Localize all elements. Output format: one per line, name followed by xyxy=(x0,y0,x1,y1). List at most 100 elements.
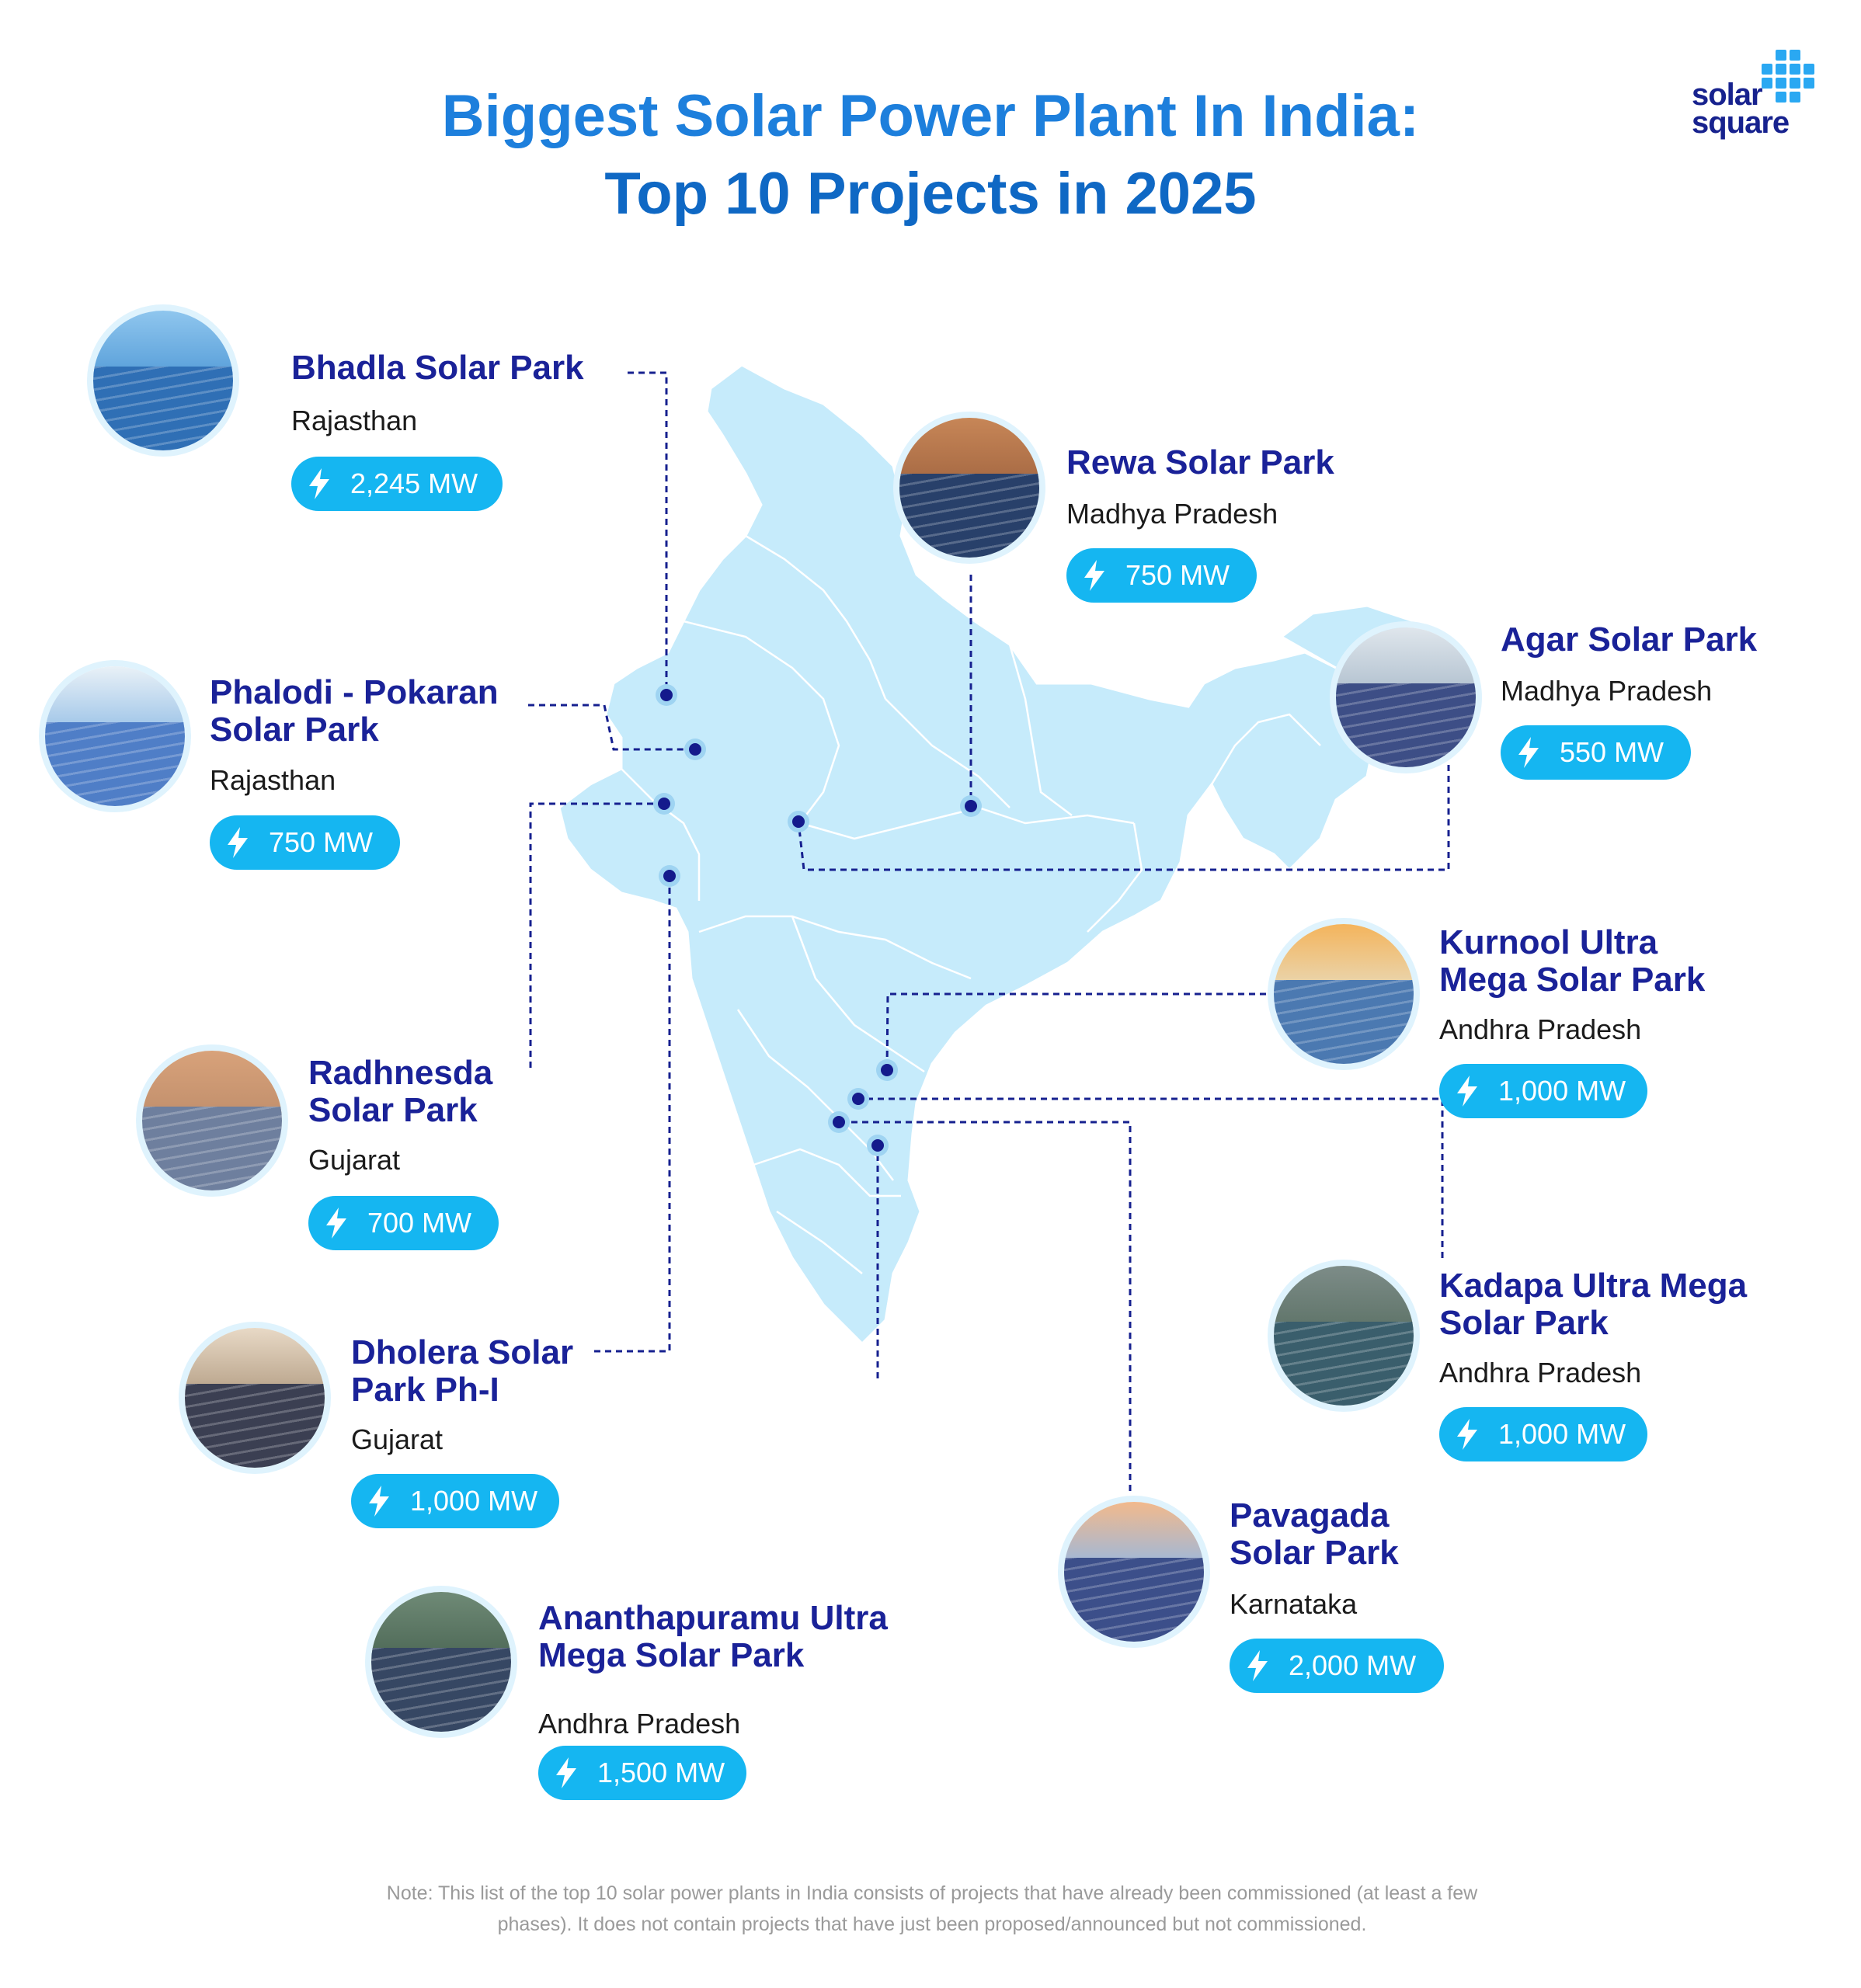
capacity-badge: 1,000 MW xyxy=(1439,1407,1647,1461)
photo-sky xyxy=(45,666,185,729)
project-state: Gujarat xyxy=(351,1423,444,1455)
capacity-value: 1,000 MW xyxy=(1498,1418,1626,1450)
capacity-badge: 2,245 MW xyxy=(291,457,503,511)
photo-panel-rows xyxy=(45,722,185,806)
marker-dot xyxy=(965,800,977,812)
project-state: Andhra Pradesh xyxy=(538,1708,741,1740)
logo-square-4 xyxy=(1790,64,1800,75)
capacity-value: 550 MW xyxy=(1560,736,1664,768)
capacity-badge: 750 MW xyxy=(1066,548,1257,603)
project-photo xyxy=(1330,621,1482,773)
page-title-line-1: Biggest Solar Power Plant In India: xyxy=(441,83,1420,149)
photo-field xyxy=(185,1384,325,1468)
lightning-icon xyxy=(228,827,248,858)
logo-grid-icon xyxy=(1762,50,1818,106)
project-name-line: Solar Park xyxy=(1230,1534,1399,1572)
project-photo xyxy=(1268,1260,1420,1412)
marker-dot xyxy=(689,743,701,756)
project-photo xyxy=(365,1586,517,1738)
logo-square-8 xyxy=(1790,78,1800,89)
project-state: Rajasthan xyxy=(291,405,418,436)
capacity-value: 2,000 MW xyxy=(1289,1649,1417,1681)
capacity-badge: 550 MW xyxy=(1501,725,1691,780)
location-marker xyxy=(960,795,982,817)
project-photo xyxy=(179,1322,331,1474)
photo-field xyxy=(1274,980,1414,1064)
logo-square-7 xyxy=(1776,78,1786,89)
photo-panel-rows xyxy=(1274,980,1414,1064)
photo-field xyxy=(371,1648,511,1732)
capacity-badge: 1,000 MW xyxy=(351,1474,559,1528)
location-markers xyxy=(653,684,982,1156)
marker-dot xyxy=(871,1139,884,1152)
project-name-line: Park Ph-I xyxy=(351,1371,499,1409)
footnote: Note: This list of the top 10 solar powe… xyxy=(233,1878,1631,1940)
lightning-icon xyxy=(1518,737,1539,768)
capacity-value: 750 MW xyxy=(269,826,374,858)
project-name-line: Solar Park xyxy=(1439,1304,1609,1342)
connector-line xyxy=(594,876,671,1353)
project-state: Rajasthan xyxy=(210,764,336,796)
capacity-value: 700 MW xyxy=(367,1207,472,1239)
project-name-line: Ananthapuramu Ultra xyxy=(538,1599,888,1637)
project-name-line: Pavagada xyxy=(1230,1496,1390,1534)
project-photo xyxy=(1058,1496,1210,1648)
project-state: Andhra Pradesh xyxy=(1439,1357,1642,1388)
project-state: Madhya Pradesh xyxy=(1501,675,1713,707)
capacity-value: 1,000 MW xyxy=(410,1485,538,1517)
project-photo xyxy=(893,412,1045,564)
photo-sky xyxy=(185,1328,325,1391)
logo-square-0 xyxy=(1776,50,1786,61)
project-name-line: Dholera Solar xyxy=(351,1333,574,1371)
connector-lines xyxy=(528,371,1450,1491)
logo-text-line-2: square xyxy=(1692,106,1790,140)
project-state: Madhya Pradesh xyxy=(1066,498,1278,530)
capacity-badge: 700 MW xyxy=(308,1196,499,1250)
location-marker xyxy=(876,1059,898,1081)
marker-dot xyxy=(660,689,673,701)
capacity-badge: 1,000 MW xyxy=(1439,1064,1647,1118)
lightning-icon xyxy=(1084,560,1104,591)
logo-square-1 xyxy=(1790,50,1800,61)
location-marker xyxy=(847,1088,869,1110)
photo-sky xyxy=(93,311,233,374)
photo-panel-rows xyxy=(1336,683,1476,767)
location-marker xyxy=(653,793,675,815)
project-state: Andhra Pradesh xyxy=(1439,1013,1642,1045)
location-marker xyxy=(867,1135,889,1156)
capacity-value: 1,500 MW xyxy=(597,1757,725,1788)
project-name-line: Agar Solar Park xyxy=(1501,620,1758,659)
project-name-line: Radhnesda xyxy=(308,1054,493,1092)
photo-panel-rows xyxy=(1274,1322,1414,1406)
project-name-line: Solar Park xyxy=(210,711,379,749)
solarsquare-logo: solar square xyxy=(1692,45,1824,138)
location-marker xyxy=(788,811,809,832)
page-title-line-2: Top 10 Projects in 2025 xyxy=(604,161,1257,227)
project-photo xyxy=(136,1044,288,1197)
logo-square-6 xyxy=(1762,78,1772,89)
logo-square-3 xyxy=(1776,64,1786,75)
lightning-icon xyxy=(1457,1076,1477,1107)
project-name-line: Mega Solar Park xyxy=(1439,961,1706,999)
connector-line xyxy=(628,371,668,695)
marker-dot xyxy=(852,1093,864,1105)
lightning-icon xyxy=(1247,1650,1268,1681)
connector-line xyxy=(797,765,1450,871)
project-name-line: Phalodi - Pokaran xyxy=(210,673,499,711)
logo-square-5 xyxy=(1804,64,1814,75)
footnote-line-2: phases). It does not contain projects th… xyxy=(497,1913,1367,1935)
photo-field xyxy=(45,722,185,806)
location-marker xyxy=(828,1111,850,1133)
marker-dot xyxy=(833,1116,845,1128)
connector-line xyxy=(529,802,664,1068)
photo-panel-rows xyxy=(185,1384,325,1468)
capacity-badge: 1,500 MW xyxy=(538,1746,746,1800)
project-name-line: Kadapa Ultra Mega xyxy=(1439,1267,1748,1305)
photo-sky xyxy=(1274,1266,1414,1329)
photo-field xyxy=(899,474,1039,558)
lightning-icon xyxy=(556,1757,576,1788)
photo-field xyxy=(93,367,233,450)
photo-sky xyxy=(1064,1502,1204,1565)
project-name-line: Kurnool Ultra xyxy=(1439,923,1658,961)
